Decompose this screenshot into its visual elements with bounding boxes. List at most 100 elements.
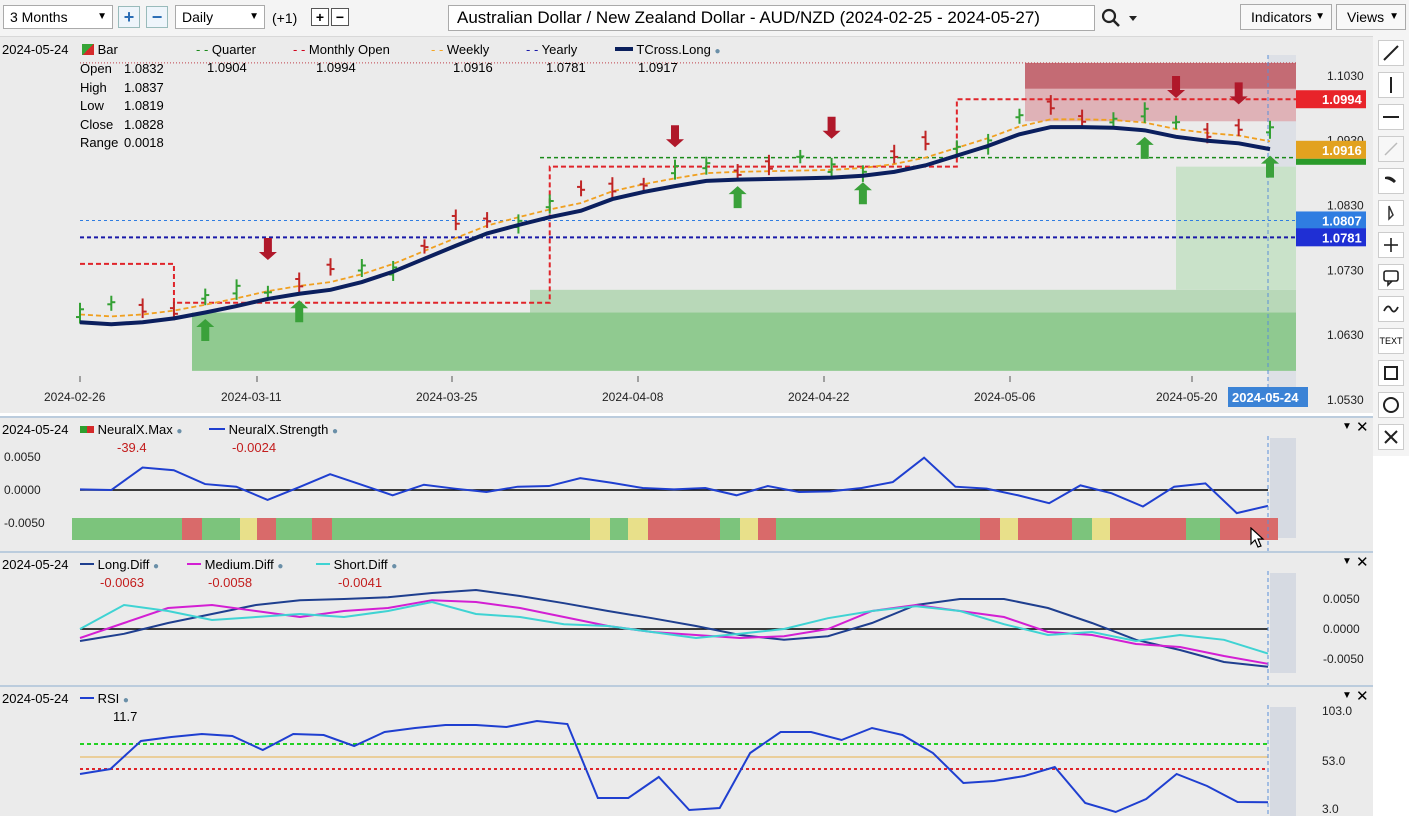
low-value: 1.0819 [124,98,164,113]
comment-tool-button[interactable] [1378,264,1404,290]
panel-close-icon[interactable]: ✕ [1356,419,1369,436]
text-tool-button[interactable]: TEXT [1378,328,1404,354]
low-label: Low [80,98,104,113]
legend-weekly: - - Weekly [431,42,490,57]
y-tick-label: 0.0000 [4,483,41,497]
search-button[interactable] [1100,7,1140,29]
y-tick-label: 0.0050 [1323,592,1360,606]
ellipse-tool-button[interactable] [1378,392,1404,418]
x-tick-label: 2024-04-08 [602,390,664,404]
legend-tcross-value: 1.0917 [638,60,678,75]
settings-dot-icon[interactable]: ● [122,695,129,706]
neuralx-max-bar [628,518,648,540]
settings-dot-icon[interactable]: ● [391,561,398,572]
pencil-tool-button[interactable] [1378,168,1404,194]
supply-zone-top [1025,62,1296,89]
interval-select[interactable]: Daily ▼ [175,5,265,29]
horizontal-line-tool-button[interactable] [1378,104,1404,130]
rectangle-icon [1384,366,1398,380]
neuralx-max-bar [1018,518,1072,540]
close-label: Close [80,116,114,132]
legend-quarter: - - Quarter [196,42,256,57]
neuralx-chart[interactable]: 0.0050 0.0000 -0.0050 [0,418,1373,552]
settings-dot-icon[interactable]: ● [277,561,284,572]
diff-date: 2024-05-24 [2,557,69,572]
neuralx-max-bar [1072,518,1092,540]
neuralx-max-value: -39.4 [117,440,147,455]
range-value: 0.0018 [124,135,164,150]
neuralx-panel[interactable]: 0.0050 0.0000 -0.0050 2024-05-24 NeuralX.M… [0,416,1373,552]
trendline-tool-button[interactable] [1378,40,1404,66]
x-tick-label: 2024-02-26 [44,390,106,404]
weekly-line [79,118,1271,318]
legend-yearly-value: 1.0781 [546,60,586,75]
neuralx-strength-line [79,456,1269,515]
close-icon [1384,430,1398,444]
open-value: 1.0832 [124,61,164,76]
legend-short-diff: Short.Diff ● [316,557,397,572]
offset-decrease-button[interactable]: − [331,8,349,26]
legend-tcross: TCross.Long ● [615,42,720,57]
rsi-panel[interactable]: 103.0 53.0 3.0 2024-05-24 RSI ● 11.7 ▼ ✕ [0,685,1373,816]
price-tag-label: 1.0807 [1322,213,1362,228]
zoom-out-button[interactable]: − [146,6,168,28]
price-chart-panel[interactable]: 1.1030 1.0930 1.0830 1.0730 1.0630 1.0530 1.09… [0,37,1373,413]
rsi-name: RSI [97,691,120,706]
drawing-toolbar: TEXT [1373,36,1409,456]
y-tick-label: 3.0 [1322,802,1339,816]
views-button[interactable]: Views ▼ [1336,4,1406,30]
legend-neuralx-max: NeuralX.Max ● [80,422,182,437]
price-chart[interactable]: 1.10301.09301.08301.07301.06301.05301.09… [0,37,1373,413]
panel-menu-icon[interactable]: ▼ [1342,421,1352,432]
wave-icon [1383,305,1399,313]
settings-dot-icon[interactable]: ● [153,561,160,572]
y-tick-label: 53.0 [1322,754,1346,768]
crosshair-tool-button[interactable] [1378,232,1404,258]
horizontal-line-icon [1383,116,1399,118]
diff-chart[interactable]: 0.0050 0.0000 -0.0050 [0,553,1373,686]
pencil-icon [1385,176,1396,183]
neuralx-date: 2024-05-24 [2,422,69,437]
price-tag-label: 1.0916 [1322,143,1362,158]
y-tick-label: 1.0830 [1327,199,1364,213]
price-tag-label: 1.0994 [1322,92,1363,107]
current-date-label: 2024-05-24 [1232,390,1299,405]
wave-tool-button[interactable] [1378,296,1404,322]
indicators-button[interactable]: Indicators ▼ [1240,4,1332,30]
legend-yearly-name: Yearly [541,42,578,57]
y-tick-label: 0.0050 [4,450,41,464]
buy-arrow-icon [1135,136,1154,159]
panel-close-icon[interactable]: ✕ [1356,554,1369,571]
legend-monthly-name: Monthly Open [308,42,390,57]
panel-close-icon[interactable]: ✕ [1356,688,1369,705]
panel-background [0,687,1373,816]
neuralx-max-bar [758,518,776,540]
x-tick-label: 2024-03-11 [221,390,282,404]
ray-tool-button[interactable] [1378,136,1404,162]
sell-arrow-icon [666,125,684,148]
legend-neuralx-strength: NeuralX.Strength ● [209,422,338,437]
cursor-tool-button[interactable] [1378,200,1404,226]
period-select[interactable]: 3 Months ▼ [3,5,113,29]
price-tag-label: 1.0781 [1322,230,1362,245]
settings-dot-icon[interactable]: ● [176,426,183,437]
rectangle-tool-button[interactable] [1378,360,1404,386]
symbol-title-field[interactable]: Australian Dollar / New Zealand Dollar -… [448,5,1095,31]
offset-increase-button[interactable]: + [311,8,329,26]
zoom-in-button[interactable]: + [118,6,140,28]
vertical-line-tool-button[interactable] [1378,72,1404,98]
panel-menu-icon[interactable]: ▼ [1342,556,1352,567]
settings-dot-icon[interactable]: ● [714,46,721,57]
rsi-chart[interactable]: 103.0 53.0 3.0 [0,687,1373,816]
neuralx-strength-value: -0.0024 [232,440,277,455]
offset-label: (+1) [272,10,298,26]
views-label: Views [1347,9,1385,25]
high-label: High [80,79,107,95]
legend-rsi: RSI ● [80,691,129,706]
settings-dot-icon[interactable]: ● [331,426,339,437]
neuralx-max-bar [1092,518,1110,540]
panel-menu-icon[interactable]: ▼ [1342,690,1352,701]
diff-panel[interactable]: 0.0050 0.0000 -0.0050 2024-05-24 Long.Diff… [0,551,1373,686]
legend-long-diff: Long.Diff ● [80,557,159,572]
delete-drawings-button[interactable] [1378,424,1404,450]
